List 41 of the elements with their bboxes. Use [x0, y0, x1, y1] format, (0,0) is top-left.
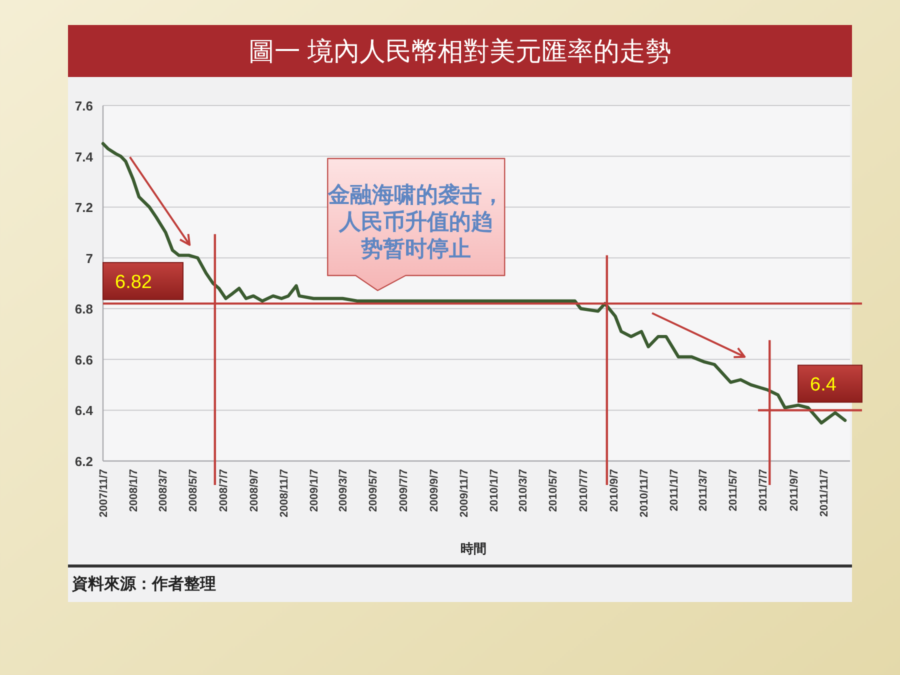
y-tick-label: 7.6 — [74, 98, 93, 114]
x-tick-label: 2009/9/7 — [428, 469, 440, 512]
y-tick-label: 6.6 — [74, 352, 93, 368]
y-tick-label: 7.2 — [74, 200, 93, 216]
x-tick-label: 2009/7/7 — [398, 469, 410, 512]
callout-text: 势暂时停止 — [361, 236, 472, 261]
x-tick-label: 2011/3/7 — [698, 469, 710, 512]
x-tick-label: 2011/5/7 — [728, 469, 740, 512]
x-axis-title: 時間 — [460, 541, 486, 556]
callout-text: 金融海啸的袭击， — [328, 182, 504, 207]
x-tick-label: 2011/11/7 — [818, 469, 830, 517]
x-tick-label: 2010/5/7 — [548, 469, 560, 512]
x-tick-label: 2009/11/7 — [458, 469, 470, 518]
x-tick-label: 2008/9/7 — [248, 469, 260, 512]
x-tick-label: 2008/7/7 — [218, 469, 230, 512]
ref-line-label: 6.4 — [810, 374, 836, 396]
ref-line-label: 6.82 — [115, 272, 152, 294]
x-tick-label: 2008/3/7 — [158, 469, 170, 512]
y-tick-label: 6.8 — [74, 302, 93, 317]
x-tick-label: 2011/7/7 — [758, 469, 770, 512]
x-tick-label: 2010/3/7 — [518, 469, 530, 512]
y-tick-label: 7 — [86, 250, 93, 266]
x-tick-label: 2010/9/7 — [608, 469, 620, 512]
x-tick-label: 2010/11/7 — [638, 469, 650, 518]
x-tick-label: 2010/7/7 — [578, 469, 590, 512]
title: 圖一 境內人民幣相對美元匯率的走勢 — [248, 36, 672, 66]
x-tick-label: 2007/11/7 — [98, 469, 110, 518]
x-tick-label: 2008/11/7 — [278, 469, 290, 518]
x-tick-label: 2008/1/7 — [128, 469, 140, 512]
x-tick-label: 2009/1/7 — [308, 469, 321, 512]
x-tick-label: 2011/9/7 — [788, 469, 800, 512]
callout-text: 人民币升值的趋 — [339, 208, 494, 234]
x-tick-label: 2009/3/7 — [338, 469, 350, 512]
x-tick-label: 2009/5/7 — [368, 469, 380, 512]
y-tick-label: 6.4 — [74, 403, 93, 418]
x-tick-label: 2011/1/7 — [668, 469, 680, 512]
y-tick-label: 6.2 — [74, 454, 93, 469]
y-tick-label: 7.4 — [74, 149, 93, 164]
source-note: 資料來源：作者整理 — [72, 576, 216, 593]
x-tick-label: 2008/5/7 — [188, 469, 200, 512]
x-tick-label: 2010/1/7 — [488, 469, 500, 512]
